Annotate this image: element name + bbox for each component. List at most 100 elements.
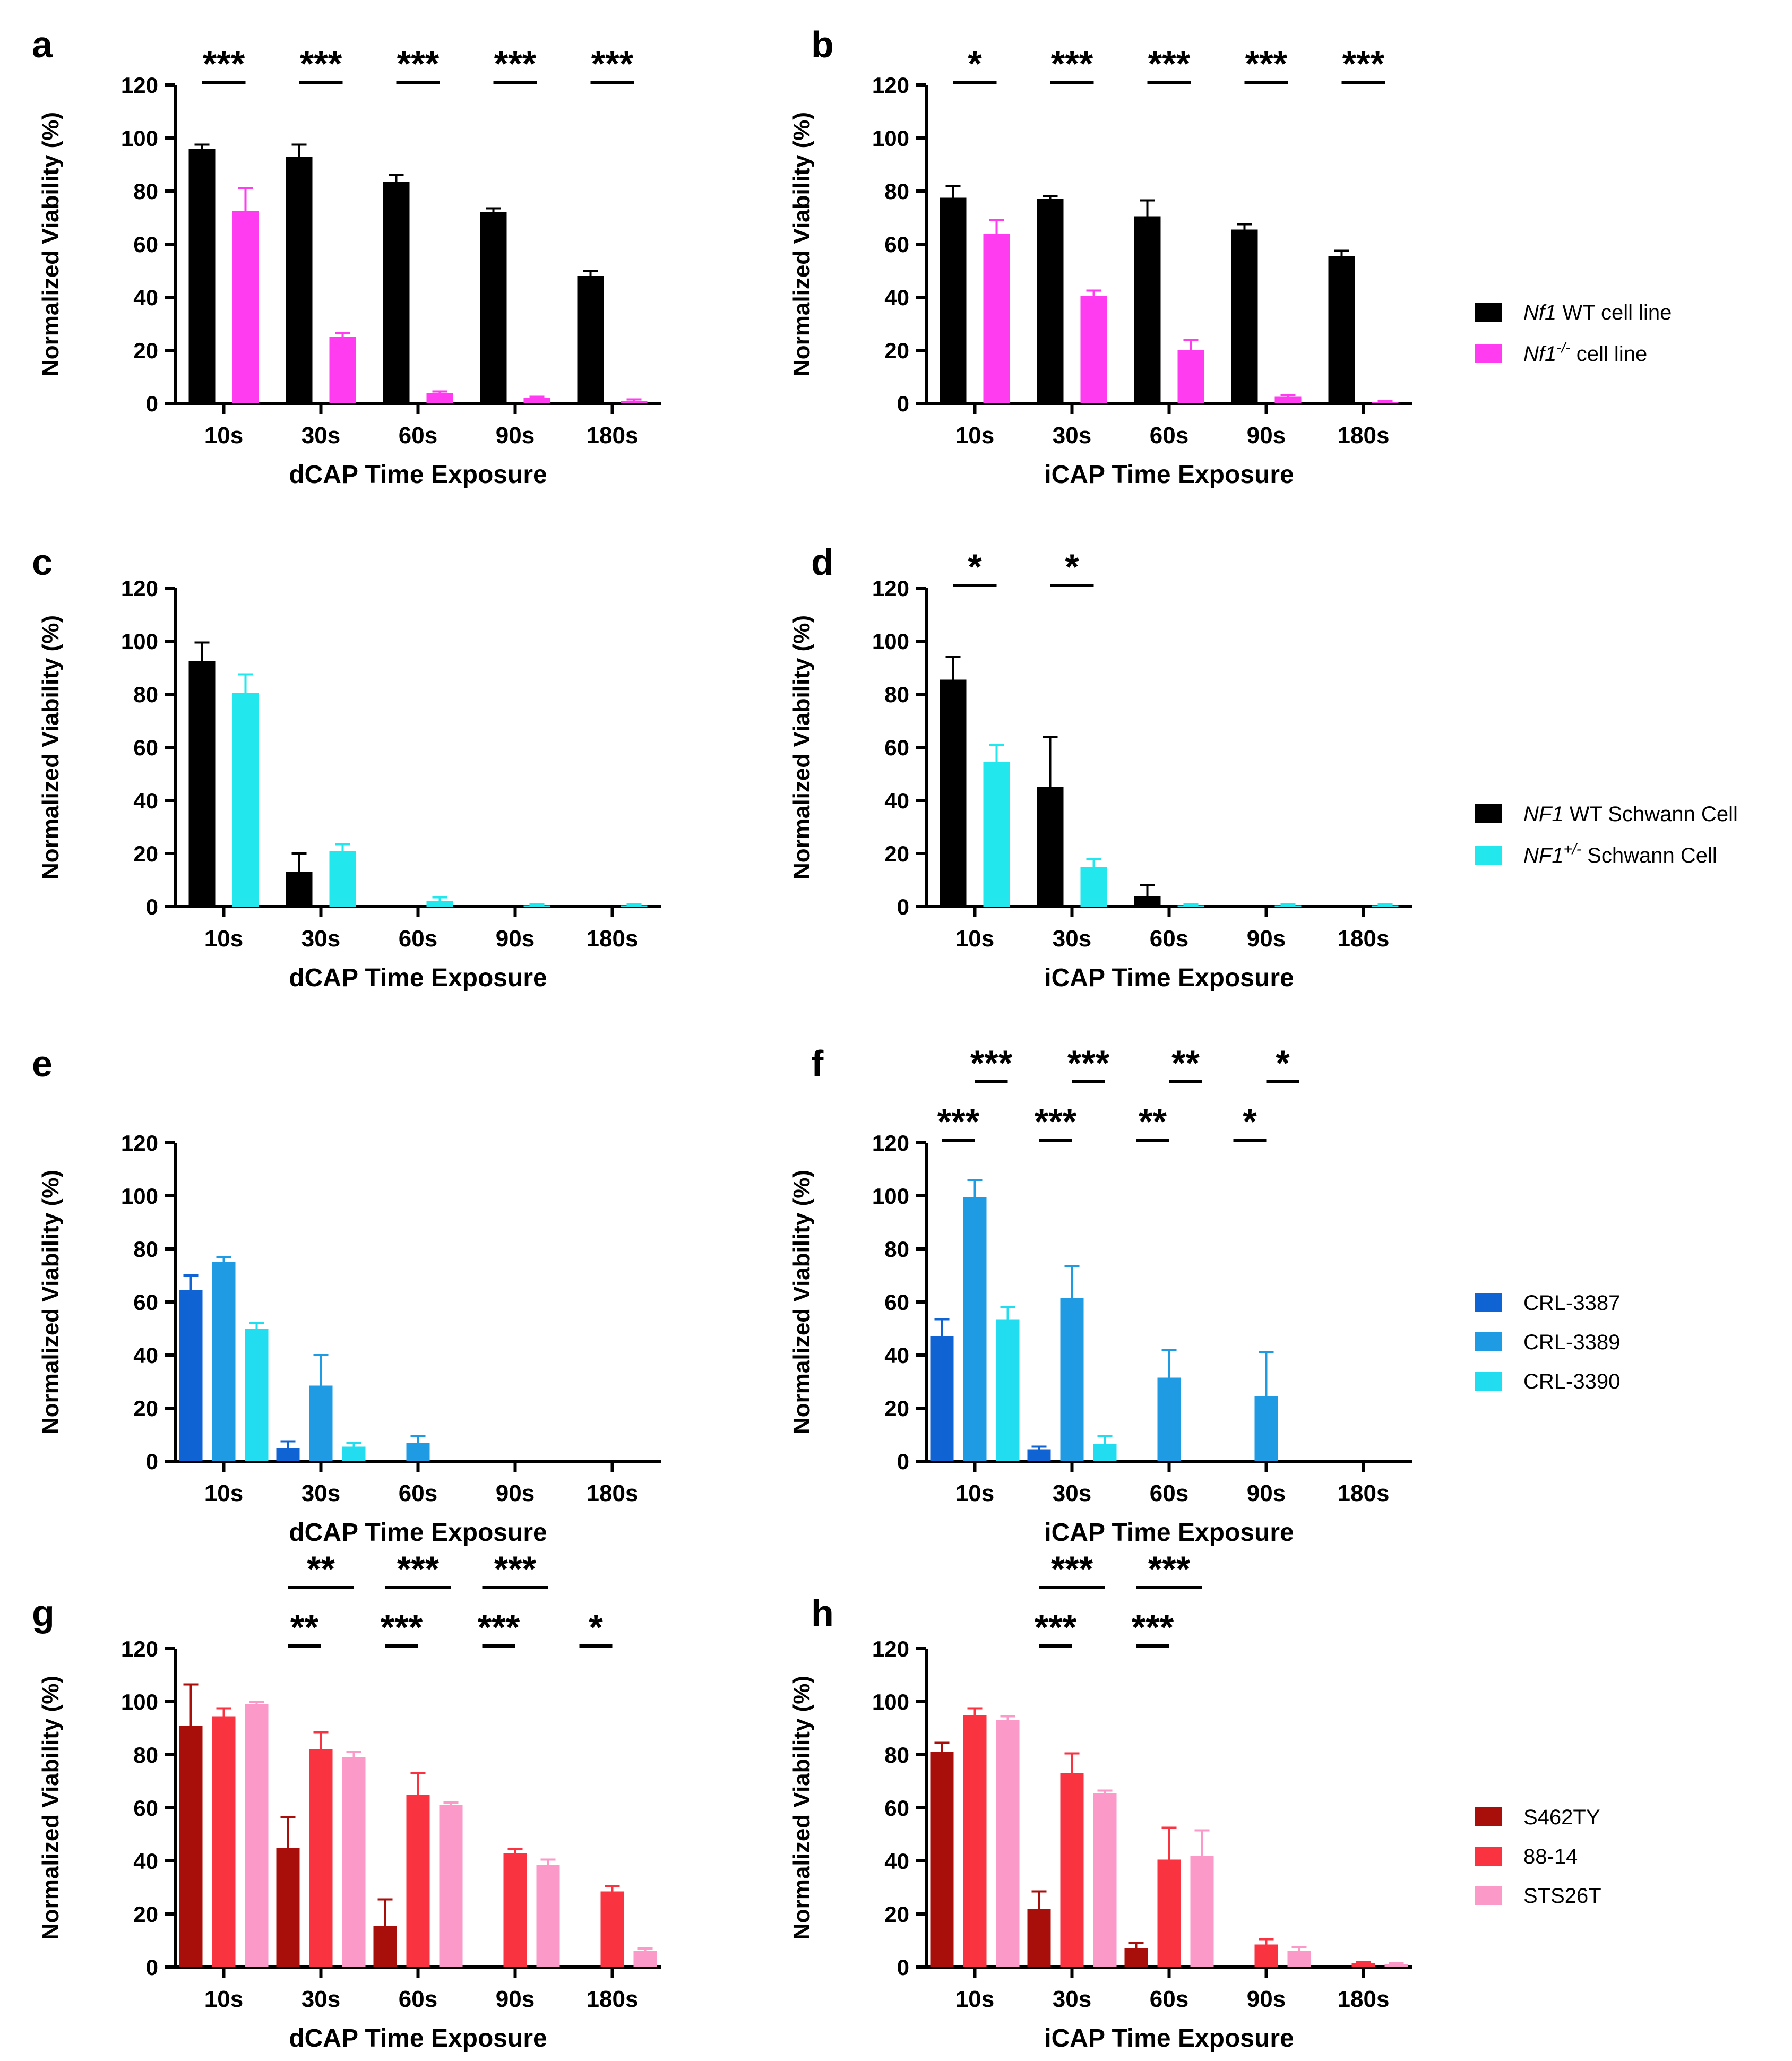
panel-label: e xyxy=(32,1043,53,1084)
bar xyxy=(245,1704,269,1967)
significance-stars: *** xyxy=(1132,1607,1174,1648)
bar xyxy=(940,679,967,907)
bar xyxy=(536,1865,560,1967)
y-tick-label: 0 xyxy=(146,1955,158,1980)
x-tick-label: 90s xyxy=(1247,1986,1286,2012)
y-tick-label: 60 xyxy=(884,1796,909,1821)
y-tick-label: 60 xyxy=(133,1796,158,1821)
legend: NF1 WT Schwann Cell NF1+/- Schwann Cell xyxy=(1475,803,1738,867)
significance-stars: *** xyxy=(397,1549,440,1589)
legend-swatch xyxy=(1475,1293,1502,1312)
y-axis-label: Normalized Viability (%) xyxy=(38,615,64,879)
y-tick-label: 120 xyxy=(121,73,158,98)
x-tick-label: 180s xyxy=(1338,422,1390,449)
legend-swatch xyxy=(1475,804,1502,823)
x-tick-label: 10s xyxy=(204,1986,243,2012)
y-tick-label: 20 xyxy=(133,1396,158,1421)
y-tick-label: 40 xyxy=(133,285,158,310)
y-tick-label: 20 xyxy=(133,1902,158,1927)
significance-stars: *** xyxy=(591,44,634,84)
x-tick-label: 90s xyxy=(496,422,535,449)
bar xyxy=(1231,229,1258,403)
bar xyxy=(276,1448,300,1461)
legend-label: Nf1 WT cell line xyxy=(1523,301,1672,324)
x-tick-label: 30s xyxy=(301,1480,340,1506)
x-tick-label: 180s xyxy=(1338,926,1390,952)
panel-label: c xyxy=(32,541,53,583)
legend-swatch xyxy=(1475,846,1502,865)
significance-stars: * xyxy=(968,44,982,84)
x-axis-label: dCAP Time Exposure xyxy=(289,1519,547,1547)
significance-stars: *** xyxy=(1051,1549,1093,1589)
significance-stars: *** xyxy=(1245,44,1288,84)
x-axis-label: dCAP Time Exposure xyxy=(289,2024,547,2053)
bar xyxy=(179,1726,203,1967)
significance-stars: * xyxy=(968,547,982,587)
significance-stars: *** xyxy=(494,1549,537,1589)
y-tick-label: 120 xyxy=(121,1131,158,1155)
bar xyxy=(1134,216,1161,403)
significance-stars: * xyxy=(1276,1043,1290,1083)
x-tick-label: 10s xyxy=(955,422,994,449)
significance-stars: *** xyxy=(203,44,245,84)
x-tick-label: 60s xyxy=(1150,1480,1188,1506)
x-tick-label: 60s xyxy=(1150,1986,1188,2012)
x-tick-label: 180s xyxy=(1338,1480,1390,1506)
bar xyxy=(212,1262,236,1461)
y-axis-label: Normalized Viability (%) xyxy=(789,1676,815,1940)
x-tick-label: 180s xyxy=(587,1480,639,1506)
significance-stars: *** xyxy=(478,1607,520,1648)
y-tick-label: 60 xyxy=(133,1290,158,1315)
y-axis-label: Normalized Viability (%) xyxy=(38,1676,64,1940)
bar xyxy=(342,1757,366,1967)
bar xyxy=(983,234,1010,403)
panel-h: h 0 20 40 60 80 100 120 Normalized Viability (%)… xyxy=(789,1549,1412,2053)
y-tick-label: 60 xyxy=(884,1290,909,1315)
significance-stars: *** xyxy=(1035,1607,1077,1648)
y-tick-label: 20 xyxy=(133,841,158,866)
bar xyxy=(930,1336,954,1461)
legend-swatch xyxy=(1475,1372,1502,1391)
bar xyxy=(309,1749,333,1967)
legend-swatch xyxy=(1475,1847,1502,1866)
panel-label: f xyxy=(811,1043,824,1084)
y-tick-label: 40 xyxy=(884,788,909,813)
y-tick-label: 0 xyxy=(897,1955,909,1980)
legend-label: CRL-3387 xyxy=(1523,1291,1620,1315)
significance-stars: * xyxy=(1065,547,1079,587)
x-tick-label: 10s xyxy=(204,1480,243,1506)
y-axis-label: Normalized Viability (%) xyxy=(38,1170,64,1434)
legend-label: NF1 WT Schwann Cell xyxy=(1523,803,1738,826)
y-axis-label: Normalized Viability (%) xyxy=(789,1170,815,1434)
panel-a: a 0 20 40 60 80 100 120 Normalized Viability (%)… xyxy=(32,24,661,489)
y-axis-label: Normalized Viability (%) xyxy=(789,112,815,376)
y-tick-label: 60 xyxy=(884,232,909,257)
y-tick-label: 20 xyxy=(133,338,158,363)
x-tick-label: 90s xyxy=(496,1986,535,2012)
x-tick-label: 180s xyxy=(1338,1986,1390,2012)
significance-stars: *** xyxy=(1342,44,1385,84)
y-tick-label: 80 xyxy=(884,179,909,204)
significance-stars: *** xyxy=(494,44,537,84)
bar xyxy=(930,1752,954,1967)
bar xyxy=(426,393,453,403)
significance-stars: *** xyxy=(1148,1549,1191,1589)
bar xyxy=(1190,1856,1214,1967)
significance-stars: *** xyxy=(970,1043,1013,1083)
bar xyxy=(963,1715,987,1967)
bar xyxy=(426,901,453,907)
bar xyxy=(383,182,410,403)
y-tick-label: 80 xyxy=(884,682,909,707)
legend-label: 88-14 xyxy=(1523,1845,1578,1868)
y-tick-label: 60 xyxy=(133,232,158,257)
bar xyxy=(1134,896,1161,907)
panel-label: h xyxy=(811,1592,834,1634)
bar xyxy=(503,1853,527,1967)
significance-stars: ** xyxy=(307,1549,335,1589)
significance-stars: *** xyxy=(381,1607,423,1648)
y-tick-label: 40 xyxy=(133,1849,158,1874)
significance-stars: *** xyxy=(300,44,342,84)
bar xyxy=(1037,199,1064,403)
x-axis-label: dCAP Time Exposure xyxy=(289,964,547,992)
x-tick-label: 60s xyxy=(1150,926,1188,952)
